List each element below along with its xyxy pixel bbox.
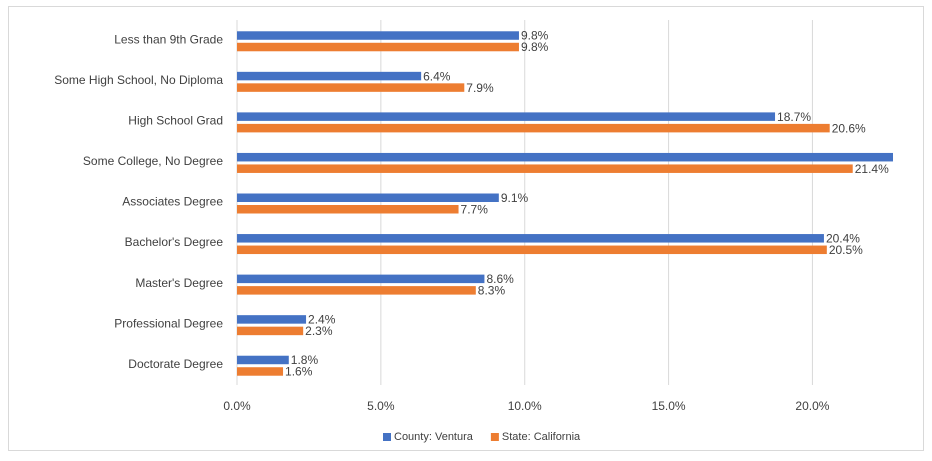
y-tick-label: High School Grad — [128, 114, 223, 128]
bar — [237, 245, 827, 255]
bar — [237, 83, 465, 92]
bar — [237, 274, 485, 284]
bar — [237, 315, 307, 324]
y-tick-label: Associates Degree — [122, 195, 223, 209]
grid — [236, 20, 813, 385]
legend-label: County: Ventura — [394, 431, 474, 443]
data-label: 1.6% — [285, 365, 313, 379]
bar — [237, 152, 893, 162]
bar — [237, 164, 853, 173]
bar — [237, 286, 476, 295]
x-tick-label: 15.0% — [652, 399, 686, 413]
data-label: 8.6% — [486, 272, 514, 286]
chart-border — [8, 6, 924, 451]
x-tick-label: 10.0% — [508, 399, 542, 413]
bar — [237, 42, 519, 52]
bar — [237, 123, 830, 133]
data-label: 2.3% — [305, 324, 333, 338]
data-label: 20.4% — [826, 231, 860, 245]
data-label: 8.3% — [478, 284, 506, 298]
bar — [237, 234, 824, 243]
y-tick-label: Some College, No Degree — [83, 154, 223, 168]
data-label: 2.4% — [308, 313, 336, 327]
x-tick-label: 20.0% — [795, 399, 829, 413]
data-label: 20.5% — [829, 243, 863, 257]
bar — [237, 205, 459, 214]
y-tick-label: Some High School, No Diploma — [54, 73, 223, 87]
legend-label: State: California — [502, 431, 581, 443]
data-label: 9.8% — [521, 40, 549, 54]
data-label: 18.7% — [777, 110, 811, 124]
y-tick-label: Master's Degree — [135, 276, 223, 290]
bar — [237, 112, 776, 121]
bar — [237, 355, 289, 365]
legend-swatch — [383, 433, 391, 441]
bars — [237, 31, 893, 376]
data-label: 21.4% — [855, 162, 889, 176]
y-tick-label: Bachelor's Degree — [125, 235, 224, 249]
data-label: 9.1% — [501, 191, 529, 205]
data-label: 6.4% — [423, 69, 451, 83]
data-label: 20.6% — [832, 121, 866, 135]
data-label: 7.7% — [461, 202, 489, 216]
bar — [237, 71, 422, 81]
bar — [237, 193, 499, 202]
data-label: 9.8% — [521, 29, 549, 43]
y-tick-label: Doctorate Degree — [128, 357, 223, 371]
y-tick-label: Less than 9th Grade — [114, 32, 223, 46]
data-label: 7.9% — [466, 81, 494, 95]
bar — [237, 326, 304, 336]
bar — [237, 367, 284, 376]
data-label: 1.8% — [291, 353, 319, 367]
labels: 9.8%9.8%6.4%7.9%18.7%20.6%23.021.4%9.1%7… — [285, 29, 889, 379]
legend-swatch — [490, 433, 499, 441]
x-tick-label: 5.0% — [367, 399, 395, 413]
bar — [237, 31, 519, 40]
x-tick-label: 0.0% — [223, 399, 251, 413]
y-tick-label: Professional Degree — [114, 316, 223, 330]
